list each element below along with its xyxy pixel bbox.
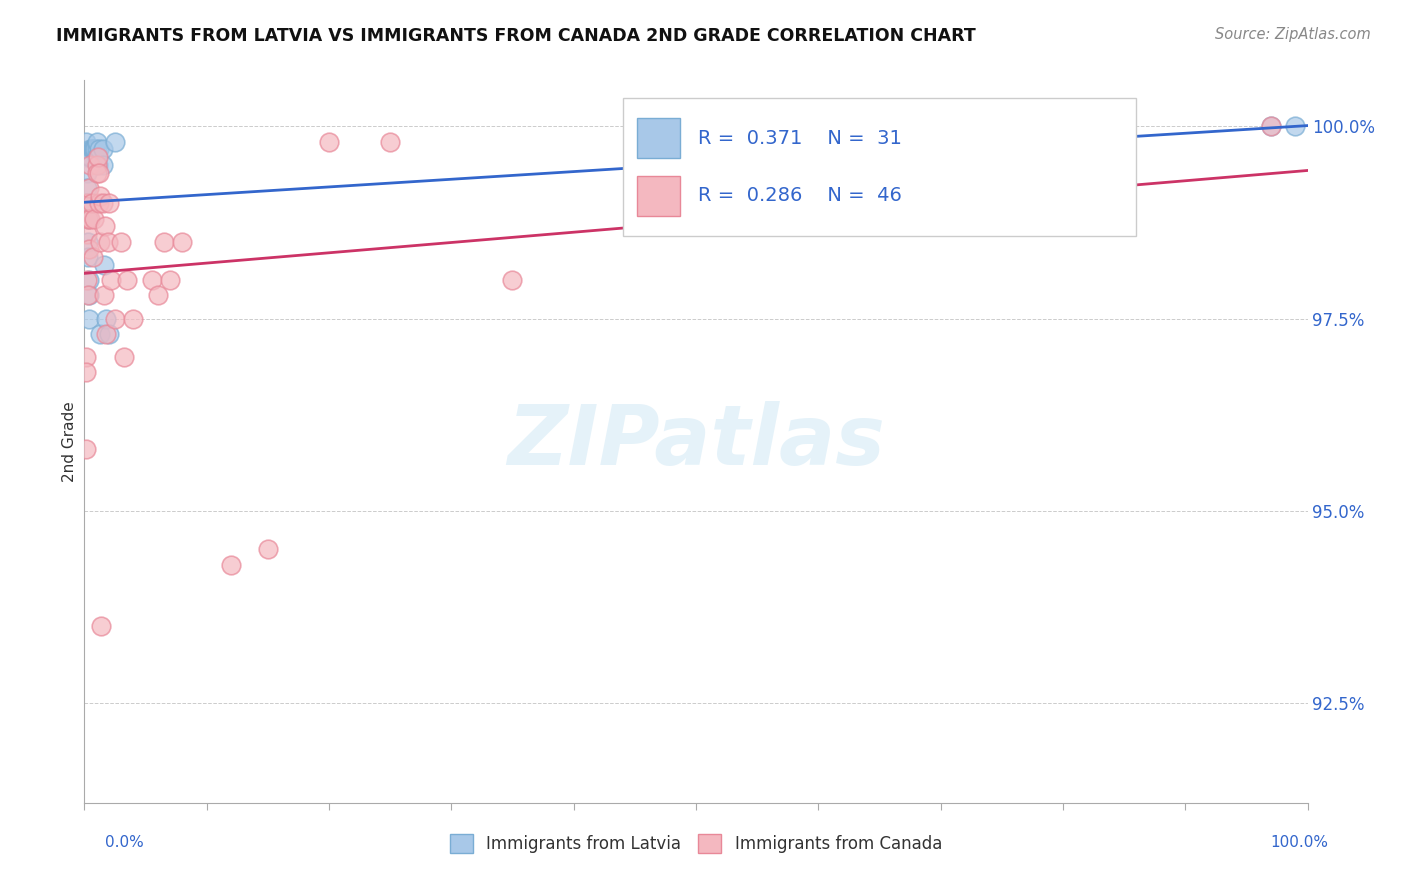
Point — [257, 542, 280, 557]
Point — [153, 235, 176, 249]
Point — [79, 150, 101, 164]
Point — [83, 211, 105, 226]
Point — [104, 135, 127, 149]
Point — [1260, 120, 1282, 134]
Point — [89, 326, 111, 341]
Point — [1284, 120, 1306, 134]
Point — [86, 158, 108, 172]
Point — [93, 258, 115, 272]
Point — [77, 273, 100, 287]
Point — [159, 273, 181, 287]
Text: R =  0.286    N =  46: R = 0.286 N = 46 — [699, 186, 903, 205]
Point — [76, 196, 98, 211]
Point — [79, 158, 101, 172]
Point — [380, 135, 402, 149]
Point — [76, 165, 98, 179]
Point — [146, 288, 169, 302]
Point — [87, 158, 110, 172]
Point — [79, 211, 101, 226]
Text: ZIPatlas: ZIPatlas — [508, 401, 884, 482]
Point — [86, 165, 108, 179]
Point — [96, 311, 118, 326]
Point — [94, 219, 117, 234]
Point — [122, 311, 145, 326]
FancyBboxPatch shape — [637, 176, 681, 216]
Text: 100.0%: 100.0% — [1271, 836, 1329, 850]
Point — [77, 235, 100, 249]
FancyBboxPatch shape — [623, 98, 1136, 235]
Point — [318, 135, 340, 149]
Point — [100, 273, 122, 287]
Point — [89, 188, 111, 202]
Y-axis label: 2nd Grade: 2nd Grade — [62, 401, 77, 482]
Point — [86, 143, 108, 157]
Point — [75, 350, 97, 364]
Point — [76, 196, 98, 211]
Point — [77, 288, 100, 302]
Point — [97, 235, 120, 249]
Point — [76, 273, 98, 287]
Point — [75, 150, 97, 164]
Point — [110, 235, 132, 249]
Text: IMMIGRANTS FROM LATVIA VS IMMIGRANTS FROM CANADA 2ND GRADE CORRELATION CHART: IMMIGRANTS FROM LATVIA VS IMMIGRANTS FRO… — [56, 27, 976, 45]
Point — [141, 273, 163, 287]
Point — [75, 365, 97, 379]
Point — [90, 619, 112, 633]
Point — [75, 442, 97, 457]
Text: 0.0%: 0.0% — [105, 836, 145, 850]
Point — [87, 143, 110, 157]
Point — [75, 135, 97, 149]
Point — [82, 143, 104, 157]
Point — [84, 143, 107, 157]
Point — [77, 211, 100, 226]
Point — [172, 235, 194, 249]
Point — [86, 135, 108, 149]
Point — [115, 273, 138, 287]
Point — [91, 196, 114, 211]
Point — [86, 150, 108, 164]
Point — [89, 235, 111, 249]
Point — [77, 250, 100, 264]
Point — [91, 158, 114, 172]
Point — [83, 143, 105, 157]
Point — [97, 196, 120, 211]
Point — [77, 243, 100, 257]
Point — [80, 196, 103, 211]
Point — [112, 350, 135, 364]
Point — [76, 181, 98, 195]
Point — [93, 288, 115, 302]
Text: R =  0.371    N =  31: R = 0.371 N = 31 — [699, 128, 903, 147]
Point — [219, 558, 242, 572]
Point — [80, 143, 103, 157]
Point — [1260, 120, 1282, 134]
Point — [87, 150, 110, 164]
Legend: Immigrants from Latvia, Immigrants from Canada: Immigrants from Latvia, Immigrants from … — [443, 827, 949, 860]
Point — [104, 311, 127, 326]
Point — [87, 196, 110, 211]
Point — [91, 143, 114, 157]
Point — [79, 143, 101, 157]
Point — [77, 211, 100, 226]
Point — [76, 227, 98, 241]
Point — [77, 311, 100, 326]
FancyBboxPatch shape — [637, 119, 681, 158]
Point — [502, 273, 524, 287]
Point — [77, 181, 100, 195]
Point — [77, 288, 100, 302]
Point — [87, 165, 110, 179]
Point — [97, 326, 120, 341]
Point — [96, 326, 118, 341]
Text: Source: ZipAtlas.com: Source: ZipAtlas.com — [1215, 27, 1371, 42]
Point — [82, 250, 104, 264]
